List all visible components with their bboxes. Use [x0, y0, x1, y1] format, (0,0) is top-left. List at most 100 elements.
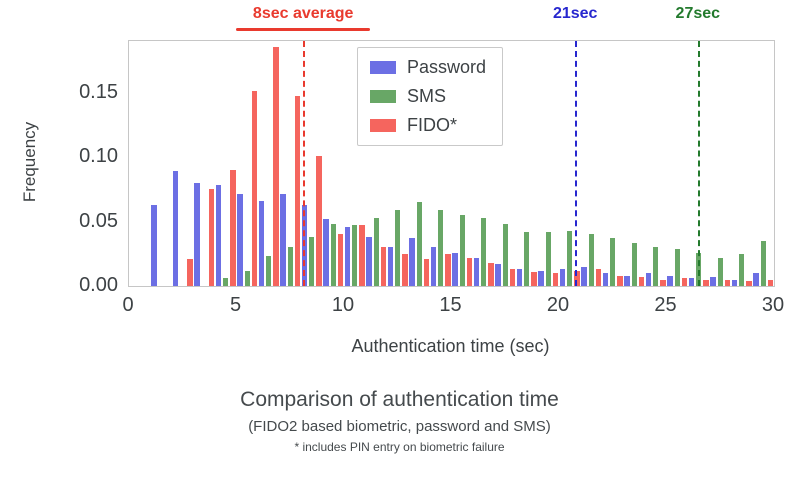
y-tick-label: 0.10 [79, 145, 118, 168]
bar-password [645, 273, 652, 286]
bar-sms [416, 202, 422, 286]
bar-password [323, 218, 329, 286]
bar-fido [767, 279, 774, 286]
annotation-27sec: 27sec [675, 5, 721, 22]
bar-fido [380, 247, 387, 286]
x-tick-label: 30 [761, 294, 785, 316]
bar-password [237, 194, 243, 286]
annotation-underline [236, 28, 371, 31]
vline-8sec-average [303, 41, 306, 286]
bar-fido [681, 278, 688, 286]
bar-sms [459, 215, 465, 286]
bar-password [538, 270, 544, 286]
bar-sms [244, 270, 250, 286]
bar-password [366, 237, 372, 286]
bar-sms [610, 238, 616, 286]
bar-password [215, 185, 222, 286]
bar-fido [423, 258, 430, 286]
legend-label: SMS [407, 86, 447, 106]
y-tick-label: 0.05 [79, 209, 118, 232]
legend: Password SMS FIDO* [357, 47, 504, 146]
bar-password [602, 273, 609, 286]
caption-footnote: * includes PIN entry on biometric failur… [294, 440, 505, 454]
caption-title: Comparison of authentication time [240, 388, 559, 411]
legend-entry-fido: FIDO* [370, 115, 486, 136]
x-tick-label: 5 [229, 294, 242, 316]
bar-fido [251, 91, 258, 286]
bar-fido [337, 234, 344, 286]
bar-sms [352, 225, 358, 286]
bar-fido [617, 275, 623, 286]
x-tick-label: 0 [122, 294, 134, 316]
bar-fido [595, 269, 602, 286]
bar-sms [524, 231, 530, 286]
bar-sms [653, 247, 659, 286]
bar-fido [402, 253, 408, 286]
annotation-8sec-average: 8sec average [252, 5, 354, 22]
caption-subtitle: (FIDO2 based biometric, password and SMS… [248, 418, 551, 435]
bar-password [731, 279, 738, 286]
bar-fido [746, 280, 752, 286]
x-axis-label: Authentication time (sec) [351, 336, 550, 356]
bar-sms [287, 247, 293, 286]
bar-fido [531, 271, 537, 286]
bar-fido [466, 257, 473, 286]
bar-password [688, 278, 695, 286]
bar-fido [273, 47, 279, 286]
bar-fido [316, 155, 322, 286]
bar-password [516, 269, 523, 286]
legend-entry-password: Password [370, 57, 486, 78]
bar-sms [330, 224, 336, 286]
bar-password [495, 264, 501, 286]
x-tick-label: 25 [654, 294, 677, 316]
bar-fido [660, 279, 666, 286]
bar-fido [552, 273, 559, 286]
bars-layer [129, 41, 774, 286]
bar-sms [588, 234, 594, 286]
bar-sms [739, 253, 745, 286]
bar-sms [674, 248, 680, 286]
legend-swatch-icon [370, 119, 396, 132]
bar-password [710, 277, 716, 286]
vlines-layer [129, 41, 774, 286]
bar-fido [638, 277, 645, 286]
bar-password [753, 273, 759, 286]
bar-password [452, 252, 458, 286]
bar-fido [230, 169, 236, 286]
bar-sms [395, 209, 401, 286]
bar-sms [545, 231, 551, 286]
bar-sms [438, 209, 444, 286]
bar-password [409, 238, 415, 286]
bar-password [667, 275, 673, 286]
bar-password [258, 200, 265, 286]
bar-password [387, 247, 394, 286]
x-tick-label: 20 [546, 294, 570, 316]
bar-sms [717, 257, 723, 286]
bar-fido [187, 258, 193, 286]
legend-label: FIDO* [407, 115, 458, 135]
bar-password [172, 171, 179, 286]
plot-area: Password SMS FIDO* [128, 40, 775, 287]
bar-sms [567, 230, 573, 286]
bar-fido [445, 253, 451, 286]
bar-fido [703, 279, 709, 286]
vline-21sec [575, 41, 578, 286]
bar-password [194, 182, 200, 286]
bar-sms [373, 217, 379, 286]
bar-sms [309, 237, 315, 286]
bar-password [280, 194, 286, 286]
bar-password [581, 266, 587, 286]
legend-swatch-icon [370, 90, 396, 103]
bar-fido [359, 225, 365, 286]
annotation-21sec: 21sec [552, 5, 598, 22]
bar-fido [509, 269, 516, 286]
bar-password [473, 257, 480, 286]
x-tick-label: 15 [439, 294, 462, 316]
legend-swatch-icon [370, 61, 396, 74]
bar-sms [266, 256, 272, 286]
bar-sms [631, 243, 637, 286]
bar-sms [223, 278, 229, 286]
